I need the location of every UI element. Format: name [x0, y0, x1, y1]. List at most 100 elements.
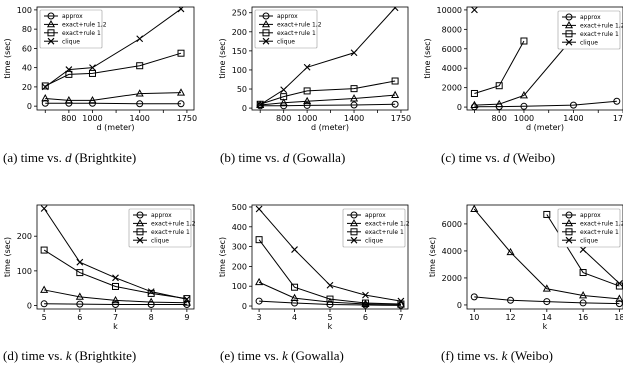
- legend-marker: [350, 211, 358, 219]
- chart-panel-5: 3 4 5 6 7 0 100 200 300 400 500 k time (sec) approx ex…: [218, 203, 410, 363]
- data-point: [40, 300, 48, 308]
- legend-label: approx: [62, 13, 83, 20]
- series-line: [258, 239, 401, 305]
- data-point: [520, 102, 528, 110]
- series-x: [256, 7, 399, 109]
- legend-marker: [136, 228, 144, 236]
- series-line: [44, 289, 187, 304]
- data-point: [362, 291, 369, 299]
- plot-area: [256, 7, 400, 110]
- data-point: [543, 210, 551, 218]
- plot-area: [41, 7, 186, 108]
- legend-marker: [135, 218, 145, 227]
- x-tick-label: 800: [276, 114, 291, 123]
- data-point: [64, 95, 73, 104]
- legend-box: [39, 9, 103, 49]
- data-point: [177, 100, 185, 108]
- chart-panel-2: 800 1000 1400 1750 0 50 100 150 200 250 d (meter) t…: [218, 6, 411, 165]
- x-tick-label: 3: [257, 313, 262, 322]
- data-point: [579, 299, 587, 307]
- data-point: [391, 7, 399, 12]
- legend-marker: [136, 236, 144, 244]
- plot-frame: [36, 6, 195, 111]
- data-point: [75, 292, 84, 300]
- x-tick-label: 8: [149, 313, 154, 322]
- y-tick-label: 200: [232, 262, 247, 271]
- legend-label: approx: [277, 13, 298, 20]
- data-point: [136, 100, 144, 108]
- data-point: [89, 64, 96, 72]
- series-line: [474, 40, 525, 94]
- chart-panel-6: 10 12 14 16 18 0 2000 4000 6000 k time (sec) approx…: [428, 204, 623, 363]
- series-line: [474, 296, 620, 305]
- chart-panel-3: 800 1000 1400 1750 0 2000 4000 6000 8000 10000 d (…: [423, 6, 623, 165]
- data-point: [350, 101, 358, 109]
- data-point: [350, 49, 358, 57]
- data-point: [280, 93, 288, 101]
- data-point: [40, 285, 49, 293]
- series-line: [474, 36, 574, 106]
- legend-marker: [565, 228, 573, 236]
- data-point: [76, 269, 84, 277]
- legend-label: exact+rule 1: [580, 229, 619, 236]
- series-circle: [470, 293, 623, 308]
- legend-label: exact+rule 1: [365, 229, 404, 236]
- data-point: [470, 293, 478, 301]
- y-axis-label: time (sec): [423, 38, 432, 78]
- legend-box: [342, 208, 406, 248]
- legend-marker: [565, 38, 573, 46]
- y-tick-label: 200: [232, 28, 247, 37]
- data-point: [325, 297, 335, 305]
- x-tick-label: 1000: [82, 114, 102, 123]
- x-tick-label: 1400: [130, 114, 150, 123]
- data-point: [88, 69, 96, 77]
- x-tick-label: 1400: [563, 114, 583, 123]
- legend-label: clique: [277, 38, 295, 45]
- series-line: [45, 92, 182, 101]
- y-tick-label: 100: [17, 6, 32, 15]
- data-point: [506, 247, 515, 256]
- legend-label: exact+rule 1,2: [580, 221, 623, 228]
- series-circle: [256, 100, 399, 110]
- data-point: [183, 295, 191, 303]
- legend-label: exact+rule 1: [580, 31, 619, 38]
- legend-label: exact+rule 1: [62, 30, 101, 37]
- series-line: [43, 249, 187, 300]
- y-tick-label: 0: [27, 102, 32, 111]
- data-point: [41, 82, 49, 90]
- x-tick-label: 7: [398, 313, 403, 322]
- x-tick-label: 6: [77, 313, 82, 322]
- x-axis-label: d (meter): [97, 123, 135, 132]
- data-point: [615, 279, 623, 287]
- data-point: [255, 277, 264, 286]
- data-point: [111, 295, 120, 304]
- panel-caption: (a) time vs. d (Brightkite): [3, 150, 136, 165]
- data-point: [279, 98, 288, 106]
- legend-marker: [262, 37, 270, 45]
- data-point: [470, 205, 479, 212]
- x-tick-label: 16: [578, 313, 588, 322]
- x-tick-label: 800: [61, 114, 76, 123]
- data-point: [41, 83, 49, 91]
- legend-label: exact+rule 1: [277, 30, 316, 37]
- data-point: [391, 90, 400, 99]
- plot-area: [470, 205, 623, 308]
- legend-box: [254, 9, 318, 49]
- data-point: [579, 269, 587, 277]
- y-tick-label: 60: [22, 44, 32, 53]
- data-point: [112, 274, 119, 282]
- x-axis-label: d (meter): [311, 123, 349, 132]
- plot-area: [255, 205, 405, 309]
- legend-label: approx: [580, 14, 601, 21]
- x-tick-label: 1750: [613, 114, 623, 123]
- series-square: [470, 37, 528, 97]
- data-point: [280, 86, 288, 94]
- data-point: [470, 100, 479, 109]
- data-point: [112, 300, 119, 308]
- plot-area: [40, 205, 191, 308]
- legend-label: clique: [580, 39, 598, 46]
- x-axis-label: k: [328, 322, 333, 331]
